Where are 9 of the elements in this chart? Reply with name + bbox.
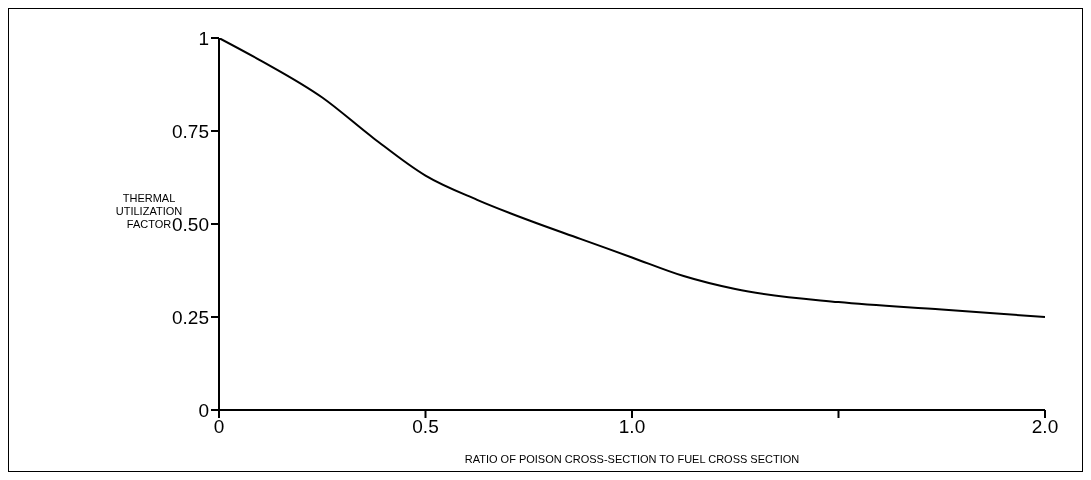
y-tick-label: 1 xyxy=(198,27,209,49)
y-tick-label: 0.25 xyxy=(172,306,209,328)
x-tick-label: 1.0 xyxy=(618,416,646,438)
x-tick-label: 2.0 xyxy=(1031,416,1059,438)
x-tick-label: 0.5 xyxy=(412,416,439,438)
x-tick-label: 0 xyxy=(213,416,225,438)
y-tick-label: 0 xyxy=(198,399,209,421)
y-tick-label: 0.75 xyxy=(172,120,209,142)
x-axis-title: RATIO OF POISON CROSS-SECTION TO FUEL CROSS SECTION xyxy=(464,453,800,465)
